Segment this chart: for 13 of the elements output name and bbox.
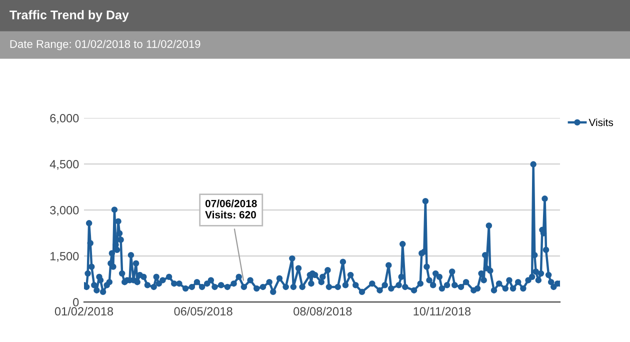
x-tick-label: 01/02/2018: [54, 306, 114, 316]
x-tick-label: 06/05/2018: [174, 306, 232, 316]
legend-label: Visits: [588, 118, 614, 126]
y-tick-label: 6,000: [50, 114, 79, 124]
annotation: 07/06/2018 Visits: 620: [205, 200, 257, 218]
chart-subtitle: Date Range: 01/02/2018 to 11/02/2019: [10, 40, 200, 50]
x-tick-label: 10/11/2018: [414, 306, 471, 316]
y-tick-label: 4,500: [50, 160, 79, 170]
y-tick-label: 1,500: [50, 252, 79, 262]
y-tick-label: 0: [73, 298, 79, 306]
chart-title: Traffic Trend by Day: [10, 10, 129, 22]
y-tick-label: 3,000: [50, 206, 79, 216]
x-tick-label: 08/08/2018: [294, 306, 352, 316]
